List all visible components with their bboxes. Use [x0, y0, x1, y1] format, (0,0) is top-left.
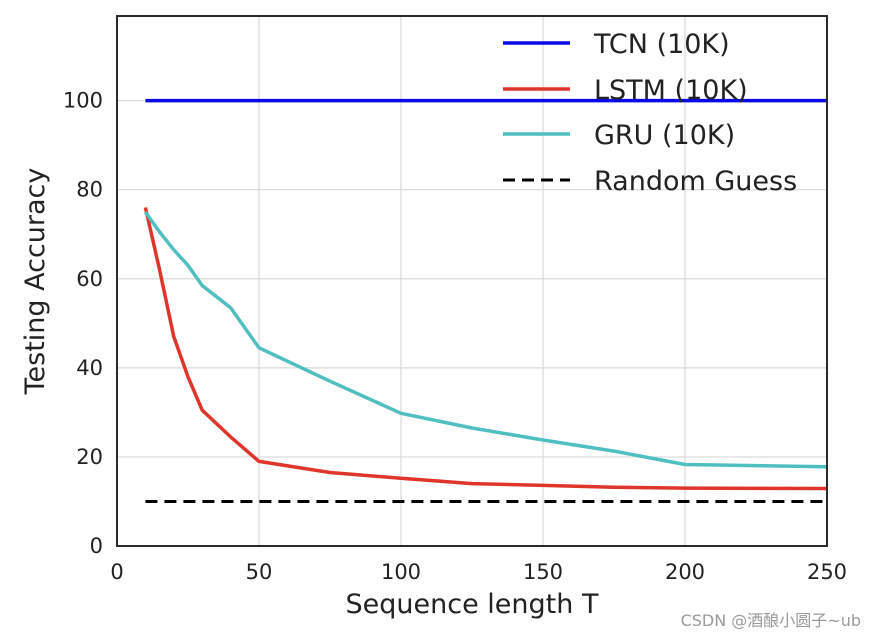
x-tick-label: 50 — [246, 560, 273, 584]
plot-frame — [116, 15, 828, 547]
legend-label-1: LSTM (10K) — [594, 75, 748, 106]
x-tick-label: 150 — [523, 560, 563, 584]
x-axis-title: Sequence length T — [346, 589, 599, 620]
y-axis-title: Testing Accuracy — [20, 168, 51, 396]
legend-label-2: GRU (10K) — [594, 120, 735, 151]
legend-label-0: TCN (10K) — [593, 29, 730, 60]
watermark: CSDN @酒酿小圆子~ub — [680, 611, 861, 630]
series-layer — [143, 98, 828, 503]
y-tick-label: 80 — [76, 178, 103, 202]
legend-label-3: Random Guess — [594, 166, 797, 197]
legend: TCN (10K) LSTM (10K) GRU (10K) Random Guess — [503, 29, 797, 197]
series-line-2 — [143, 210, 828, 469]
y-tick-label: 60 — [76, 267, 103, 291]
x-tick-label: 0 — [110, 560, 123, 584]
x-tick-label: 100 — [381, 560, 421, 584]
x-tick-label: 250 — [807, 560, 847, 584]
y-tick-label: 0 — [90, 534, 103, 558]
x-tick-label: 200 — [665, 560, 705, 584]
series-line-1 — [143, 207, 828, 491]
y-tick-label: 40 — [76, 356, 103, 380]
tick-labels: 0 50 100 150 200 250 0 20 40 60 80 100 — [63, 89, 847, 584]
y-tick-label: 20 — [76, 445, 103, 469]
y-tick-label: 100 — [63, 89, 103, 113]
